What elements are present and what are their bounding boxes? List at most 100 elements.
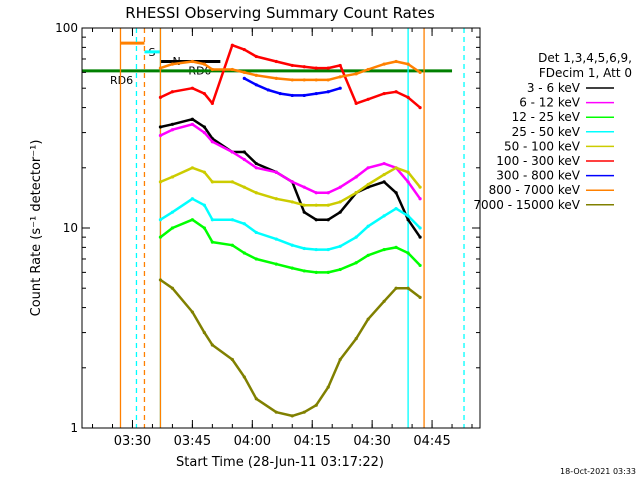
data-point xyxy=(274,262,278,266)
data-point xyxy=(302,246,306,251)
data-point xyxy=(338,86,342,90)
data-point xyxy=(170,226,175,230)
data-point xyxy=(302,93,306,98)
data-point xyxy=(338,63,342,68)
x-axis-label: Start Time (28-Jun-11 03:17:22) xyxy=(176,455,384,470)
data-point xyxy=(418,263,422,268)
legend-label: 800 - 7000 keV xyxy=(489,183,581,197)
data-point xyxy=(190,122,194,126)
data-point xyxy=(326,218,330,222)
data-point xyxy=(230,67,234,72)
annotation-label: RD6 xyxy=(110,74,133,87)
data-point xyxy=(242,70,246,74)
data-point xyxy=(202,203,206,207)
data-point xyxy=(230,150,234,154)
data-point xyxy=(338,200,342,204)
y-axis: 1 10 100 xyxy=(55,21,480,435)
data-point xyxy=(290,93,294,98)
data-point xyxy=(210,67,214,72)
data-point xyxy=(302,78,306,82)
legend-header-line-1: Det 1,3,4,5,6,9, xyxy=(538,51,632,65)
data-point xyxy=(230,180,234,184)
data-point xyxy=(274,237,278,241)
data-point xyxy=(158,235,163,239)
data-point xyxy=(314,247,318,252)
data-point xyxy=(326,203,330,207)
data-point xyxy=(354,175,358,179)
data-point xyxy=(210,343,214,347)
data-point xyxy=(230,357,234,362)
x-tick-label: 04:30 xyxy=(353,434,390,449)
legend-label: 7000 - 15000 keV xyxy=(473,198,580,212)
legend-label: 300 - 800 keV xyxy=(496,169,580,183)
data-point xyxy=(418,235,422,239)
data-point xyxy=(406,180,410,184)
data-point xyxy=(158,180,163,184)
data-point xyxy=(290,266,294,270)
data-point xyxy=(366,166,370,170)
data-point xyxy=(326,78,330,82)
data-point xyxy=(382,214,386,218)
data-point xyxy=(314,270,318,274)
data-point xyxy=(242,76,246,80)
data-point xyxy=(158,133,163,138)
data-point xyxy=(302,65,306,69)
series-line xyxy=(159,197,421,251)
data-point xyxy=(290,63,294,68)
data-point xyxy=(418,295,422,299)
data-point xyxy=(338,210,342,214)
data-point xyxy=(158,66,163,70)
data-point xyxy=(254,83,258,87)
data-point xyxy=(406,170,410,174)
legend-label: 50 - 100 keV xyxy=(504,139,581,153)
x-tick-label: 04:15 xyxy=(293,434,330,449)
data-point xyxy=(326,270,330,274)
data-point xyxy=(354,101,358,105)
data-point xyxy=(202,91,206,96)
data-point xyxy=(158,125,163,129)
y-axis-label: Count Rate (s⁻¹ detector⁻¹) xyxy=(29,140,44,317)
data-point xyxy=(202,125,206,129)
data-point xyxy=(338,357,342,362)
data-point xyxy=(254,257,258,261)
data-point xyxy=(394,166,398,170)
data-point xyxy=(302,203,306,207)
series-line xyxy=(159,278,421,418)
data-point xyxy=(242,185,246,189)
legend: Det 1,3,4,5,6,9, FDecim 1, Att 0 3 - 6 k… xyxy=(473,51,632,212)
series-line xyxy=(160,60,421,82)
data-point xyxy=(394,207,398,211)
data-point xyxy=(366,67,370,72)
data-point xyxy=(326,90,330,94)
vertical-markers xyxy=(119,28,465,428)
data-point xyxy=(190,117,194,121)
data-point xyxy=(290,414,294,418)
data-point xyxy=(354,235,358,239)
data-point xyxy=(314,91,318,96)
data-point xyxy=(406,95,410,99)
data-point xyxy=(394,286,398,290)
series-line xyxy=(160,117,422,238)
data-point xyxy=(406,218,410,222)
annotation-layer: SNRD0RD6 xyxy=(82,41,453,87)
data-point xyxy=(382,172,386,177)
chart-title: RHESSI Observing Summary Count Rates xyxy=(125,4,435,22)
data-point xyxy=(274,76,278,80)
data-point xyxy=(210,240,214,244)
data-point xyxy=(406,286,410,290)
data-point xyxy=(290,78,294,82)
x-axis: 03:30 03:45 04:00 04:15 04:30 04:45 xyxy=(92,28,473,449)
data-point xyxy=(382,161,386,166)
legend-header-line-2: FDecim 1, Att 0 xyxy=(539,66,632,80)
data-point xyxy=(382,299,386,303)
data-point xyxy=(290,200,294,204)
data-point xyxy=(190,166,194,170)
data-point xyxy=(338,244,342,248)
data-point xyxy=(254,191,258,195)
data-point xyxy=(274,410,278,414)
data-point xyxy=(394,245,398,249)
data-point xyxy=(158,218,163,222)
data-point xyxy=(190,197,194,201)
data-point xyxy=(418,226,422,230)
data-point xyxy=(230,43,234,47)
